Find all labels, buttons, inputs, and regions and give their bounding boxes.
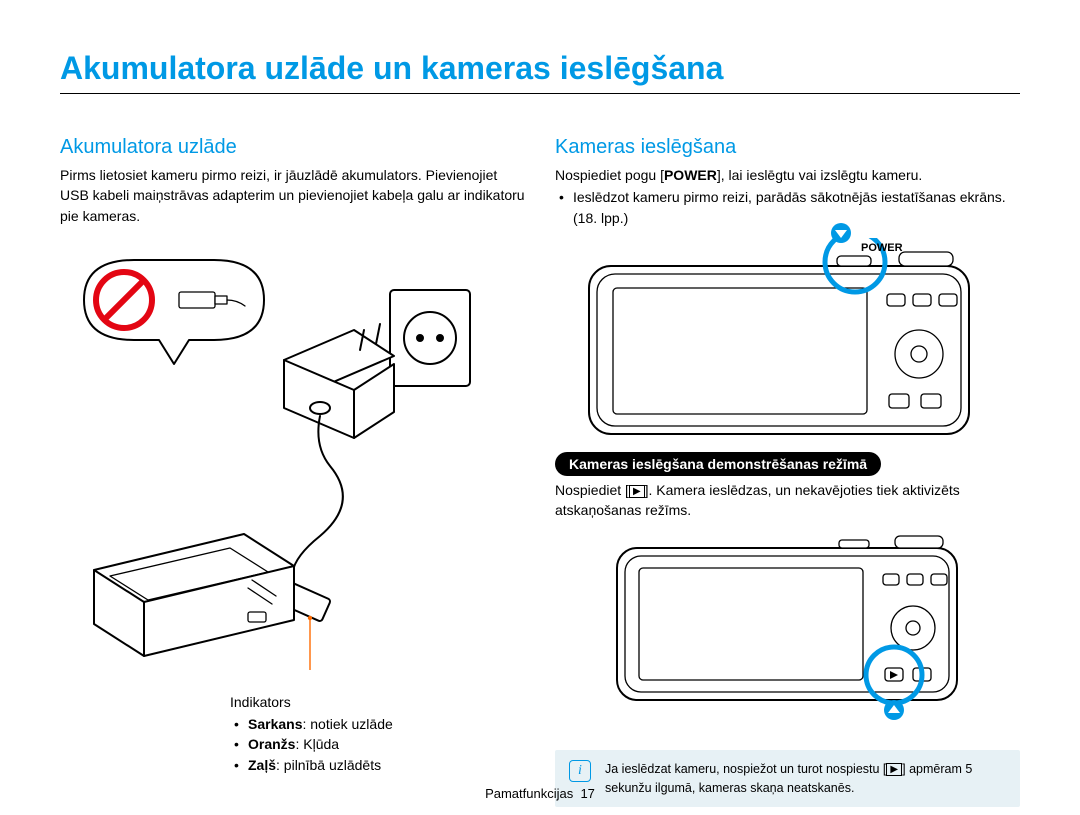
indicator-item-green: Zaļš: pilnībā uzlādēts: [234, 755, 525, 775]
playback-icon: ▶: [629, 485, 645, 498]
power-label: POWER: [861, 242, 903, 254]
playback-icon: ▶: [886, 763, 902, 776]
section-heading-charging: Akumulatora uzlāde: [60, 136, 525, 159]
title-rule: [60, 93, 1020, 94]
indicator-label: Indikators: [230, 692, 525, 712]
indicator-block: Indikators Sarkans: notiek uzlāde Oranžs…: [230, 692, 525, 775]
demo-mode-text: Nospiediet [▶]. Kamera ieslēdzas, un nek…: [555, 480, 1020, 521]
right-column: Kameras ieslēgšana Nospiediet pogu [POWE…: [555, 136, 1020, 807]
power-intro: Nospiediet pogu [POWER], lai ieslēgtu va…: [555, 165, 1020, 185]
camera-playback-illustration: [607, 534, 977, 732]
charging-illustration: [64, 240, 494, 670]
page-footer: Pamatfunkcijas 17: [0, 786, 1080, 801]
demo-mode-heading: Kameras ieslēgšana demonstrēšanas režīmā: [555, 452, 881, 476]
section-heading-power: Kameras ieslēgšana: [555, 136, 1020, 159]
indicator-item-red: Sarkans: notiek uzlāde: [234, 714, 525, 734]
page-title: Akumulatora uzlāde un kameras ieslēgšana: [60, 50, 1020, 87]
camera-power-illustration: [569, 238, 999, 448]
indicator-list: Sarkans: notiek uzlāde Oranžs: Kļūda Zaļ…: [230, 714, 525, 775]
indicator-item-orange: Oranžs: Kļūda: [234, 734, 525, 754]
power-bullets: Ieslēdzot kameru pirmo reizi, parādās sā…: [555, 187, 1020, 228]
note-icon: i: [569, 760, 591, 782]
charging-intro: Pirms lietosiet kameru pirmo reizi, ir j…: [60, 165, 525, 226]
left-column: Akumulatora uzlāde Pirms lietosiet kamer…: [60, 136, 525, 807]
power-bullet-1: Ieslēdzot kameru pirmo reizi, parādās sā…: [559, 187, 1020, 228]
